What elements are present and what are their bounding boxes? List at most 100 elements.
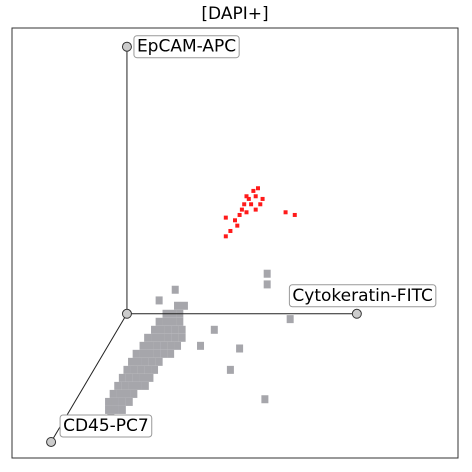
point — [123, 389, 131, 398]
point — [118, 373, 126, 382]
point — [111, 397, 119, 406]
point — [111, 405, 119, 414]
point — [139, 341, 147, 350]
point — [164, 333, 172, 342]
point — [176, 317, 184, 326]
point — [233, 218, 237, 223]
point — [246, 196, 251, 201]
point — [155, 357, 163, 366]
point — [157, 333, 165, 342]
point — [169, 317, 177, 326]
points — [105, 186, 297, 422]
point — [263, 269, 271, 278]
axis-label: Cytokeratin-FITC — [292, 286, 432, 306]
point — [253, 207, 258, 212]
axes: EpCAM-APC Cytokeratin-FITC CD45-PC7 — [46, 35, 437, 447]
point — [180, 301, 188, 310]
point — [258, 202, 263, 207]
point — [114, 381, 122, 390]
point — [242, 202, 247, 207]
point — [153, 341, 161, 350]
point — [236, 344, 244, 353]
point — [228, 228, 233, 233]
point — [118, 397, 126, 406]
axis-label-group: Cytokeratin-FITC — [288, 284, 437, 308]
point — [144, 365, 152, 374]
axis-label: CD45-PC7 — [63, 416, 149, 436]
axis-end — [46, 436, 57, 447]
point — [226, 365, 234, 374]
point — [130, 365, 138, 374]
point — [134, 357, 142, 366]
point — [141, 381, 149, 390]
point — [292, 212, 297, 217]
point — [151, 325, 159, 334]
point — [128, 381, 136, 390]
point — [155, 296, 163, 305]
point — [164, 325, 172, 334]
point — [178, 325, 186, 334]
point — [105, 397, 113, 406]
point — [125, 373, 133, 382]
point — [160, 341, 168, 350]
point — [160, 349, 168, 358]
point — [253, 194, 258, 199]
point — [210, 325, 218, 334]
point — [153, 349, 161, 358]
point — [141, 357, 149, 366]
chart-title: [DAPI+] — [201, 4, 268, 24]
point — [244, 210, 249, 215]
point — [249, 202, 254, 207]
point — [197, 341, 205, 350]
axis-label-group: CD45-PC7 — [59, 414, 153, 438]
point — [146, 373, 154, 382]
point — [144, 333, 152, 342]
point — [128, 357, 136, 366]
axis-label-box — [288, 284, 437, 308]
axis-end — [351, 308, 362, 319]
point — [139, 349, 147, 358]
point — [105, 405, 113, 414]
point — [171, 325, 179, 334]
point — [263, 280, 271, 289]
point — [167, 341, 175, 350]
point — [148, 357, 156, 366]
point — [237, 212, 242, 217]
axis-end — [121, 41, 132, 52]
point — [174, 341, 182, 350]
point — [121, 381, 129, 390]
point — [134, 381, 142, 390]
point — [167, 349, 175, 358]
point — [286, 315, 294, 324]
point — [132, 373, 140, 382]
point — [109, 389, 117, 398]
point — [155, 317, 163, 326]
point — [146, 349, 154, 358]
point — [146, 341, 154, 350]
point — [118, 405, 126, 414]
point — [139, 373, 147, 382]
point — [261, 395, 269, 404]
point — [116, 389, 124, 398]
point — [151, 365, 159, 374]
axis-label-box — [133, 35, 240, 59]
point — [157, 325, 165, 334]
point — [171, 333, 179, 342]
point — [171, 285, 179, 294]
point — [239, 207, 244, 212]
point — [255, 186, 260, 191]
point — [130, 389, 138, 398]
point — [151, 333, 159, 342]
point — [260, 196, 265, 201]
point — [123, 365, 131, 374]
axis-origin — [121, 308, 132, 319]
point — [132, 349, 140, 358]
point — [223, 215, 228, 220]
point — [283, 210, 288, 215]
point — [162, 317, 170, 326]
point — [178, 333, 186, 342]
point — [125, 397, 133, 406]
plot-frame — [11, 27, 459, 459]
axis-label-box — [59, 414, 153, 438]
